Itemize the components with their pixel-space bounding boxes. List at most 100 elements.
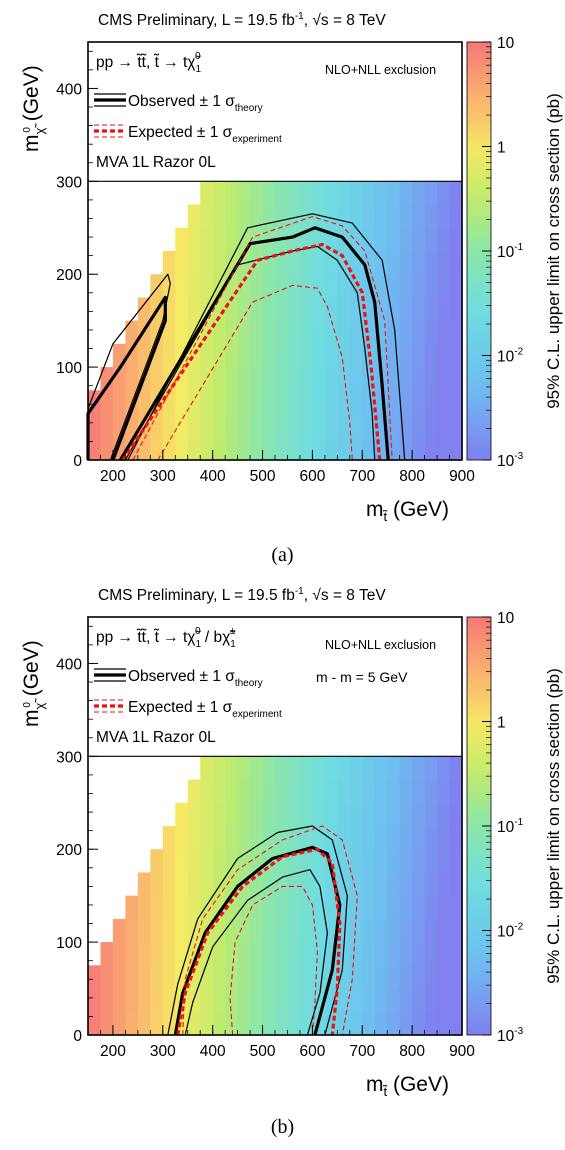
heatmap-cell (374, 227, 388, 252)
heatmap-cell (387, 849, 401, 874)
heatmap-cell (200, 756, 214, 781)
heatmap-cell (212, 802, 226, 827)
heatmap-cell (187, 251, 201, 275)
heatmap-cell (187, 1011, 201, 1036)
heatmap-cell (275, 320, 289, 345)
heatmap-cell (262, 872, 276, 897)
heatmap-cell (250, 204, 264, 229)
exclusion-plot: CMS Preliminary, L = 19.5 fb-1, √s = 8 T… (20, 586, 563, 1099)
heatmap-cell (150, 895, 164, 920)
heatmap-cell (212, 779, 226, 804)
y-tick-label: 300 (56, 749, 82, 766)
heatmap-cell (275, 413, 289, 438)
heatmap-cell (237, 367, 251, 391)
heatmap-cell (437, 965, 451, 990)
heatmap-cell (250, 436, 264, 461)
heatmap-cell (449, 756, 463, 781)
heatmap-cell (399, 1011, 413, 1036)
heatmap-cell (237, 802, 251, 827)
chart-panel-a: CMS Preliminary, L = 19.5 fb-1, √s = 8 T… (20, 11, 563, 524)
heatmap-cell (387, 942, 401, 966)
z-tick-label: 10-3 (497, 451, 524, 470)
heatmap-cell (137, 297, 151, 322)
heatmap-cell (212, 942, 226, 966)
heatmap-cell (262, 918, 276, 943)
heatmap-cell (225, 779, 239, 804)
heatmap-cell (437, 320, 451, 345)
heatmap-cell (237, 320, 251, 345)
heatmap-cell (399, 965, 413, 990)
heatmap-cell (125, 942, 139, 966)
heatmap-cell (137, 942, 151, 966)
heatmap-cell (362, 204, 376, 229)
heatmap-cell (100, 436, 114, 461)
heatmap-cell (250, 895, 264, 920)
heatmap-cell (362, 320, 376, 345)
heatmap-cell (437, 204, 451, 229)
heatmap-cell (374, 849, 388, 874)
heatmap-cell (324, 390, 338, 415)
heatmap-cell (262, 181, 276, 206)
heatmap-cell (212, 918, 226, 943)
heatmap-cell (212, 227, 226, 252)
heatmap-cell (362, 227, 376, 252)
heatmap-cell (200, 1011, 214, 1036)
heatmap-cell (349, 756, 363, 781)
heatmap-cell (387, 181, 401, 206)
heatmap-cell (299, 320, 313, 345)
heatmap-cell (387, 413, 401, 438)
heatmap-cell (125, 965, 139, 990)
heatmap-cell (299, 181, 313, 206)
legend-exclusion: NLO+NLL exclusion (325, 638, 436, 652)
heatmap-cell (125, 343, 139, 368)
heatmap-cell (324, 343, 338, 368)
heatmap-cell (287, 942, 301, 966)
heatmap-cell (88, 965, 102, 990)
heatmap-cell (187, 436, 201, 461)
heatmap-cell (437, 181, 451, 206)
heatmap-cell (212, 1011, 226, 1036)
heatmap-cell (162, 436, 176, 461)
heatmap-cell (349, 227, 363, 252)
heatmap-cell (187, 297, 201, 322)
heatmap-cell (437, 251, 451, 275)
heatmap-cell (187, 413, 201, 438)
heatmap-cell (88, 436, 102, 461)
heatmap-cell (187, 849, 201, 874)
heatmap-cell (125, 895, 139, 920)
heatmap-cell (225, 181, 239, 206)
heatmap-cell (237, 895, 251, 920)
heatmap-cell (187, 343, 201, 368)
heatmap-cell (225, 436, 239, 461)
heatmap-cell (349, 367, 363, 391)
heatmap-cell (275, 918, 289, 943)
heatmap-cell (387, 320, 401, 345)
x-tick-label: 800 (399, 468, 425, 485)
heatmap-cell (250, 181, 264, 206)
heatmap-cell (362, 802, 376, 827)
heatmap-cell (312, 320, 326, 345)
heatmap-cell (275, 942, 289, 966)
heatmap-cell (399, 367, 413, 391)
heatmap-cell (150, 1011, 164, 1036)
heatmap-cell (262, 965, 276, 990)
legend-process: pp → t̃t̃, t̃ → tχ̃10 / bχ̃1± (96, 626, 236, 650)
heatmap-cell (362, 895, 376, 920)
heatmap-cell (287, 320, 301, 345)
heatmap-cell (287, 297, 301, 322)
heatmap-cell (262, 413, 276, 438)
heatmap-cell (175, 320, 189, 345)
heatmap-cell (312, 942, 326, 966)
heatmap-cell (324, 413, 338, 438)
heatmap-cell (100, 1011, 114, 1036)
heatmap-cell (187, 274, 201, 299)
heatmap-cell (362, 942, 376, 966)
heatmap-cell (374, 756, 388, 781)
heatmap-cell (162, 826, 176, 850)
heatmap-cell (200, 204, 214, 229)
heatmap-cell (324, 320, 338, 345)
heatmap-cell (275, 965, 289, 990)
heatmap-cell (287, 895, 301, 920)
heatmap-cell (449, 1011, 463, 1036)
heatmap-cell (275, 826, 289, 850)
